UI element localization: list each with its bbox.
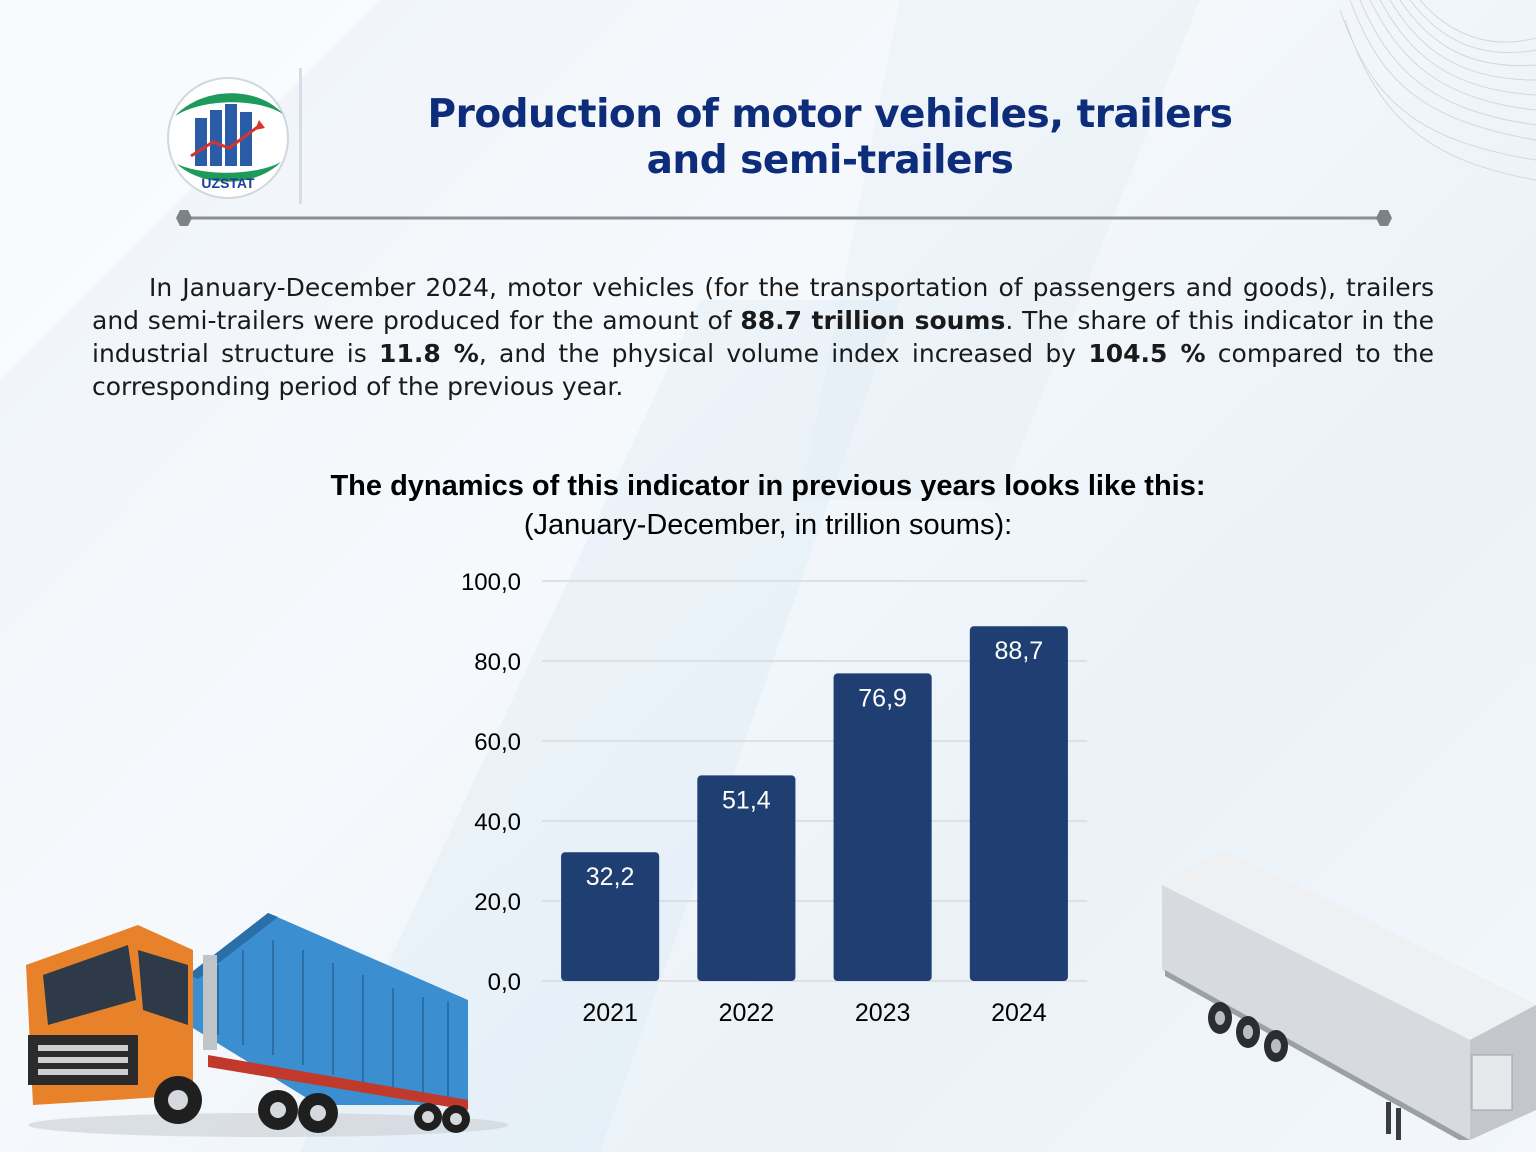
data-label-2024: 88,7 (995, 637, 1044, 665)
title-line-2: and semi-trailers (646, 138, 1014, 183)
y-tick-label: 80,0 (474, 649, 521, 676)
page-title: Production of motor vehicles, trailers a… (330, 92, 1330, 184)
y-axis-ticks: 0,0 20,0 40,0 60,0 80,0 100,0 (461, 569, 521, 996)
summary-share: 11.8 % (379, 339, 479, 368)
y-tick-label: 20,0 (474, 889, 521, 916)
title-line-1: Production of motor vehicles, trailers (427, 92, 1233, 137)
summary-index: 104.5 % (1088, 339, 1206, 368)
logo-divider (299, 68, 302, 204)
bar-2024 (969, 626, 1068, 981)
summary-text-3: , and the physical volume index increase… (478, 339, 1089, 368)
trailer-illustration (1162, 850, 1536, 1140)
y-tick-label: 0,0 (488, 969, 521, 996)
x-tick-label: 2023 (855, 999, 911, 1027)
logo-text: UZSTAT (201, 175, 255, 191)
x-tick-label: 2024 (991, 999, 1047, 1027)
x-tick-label: 2021 (582, 999, 638, 1027)
bar-2021 (561, 852, 660, 981)
y-tick-label: 100,0 (461, 569, 521, 596)
data-label-2023: 76,9 (858, 684, 907, 712)
x-tick-label: 2022 (719, 999, 775, 1027)
data-label-2021: 32,2 (586, 863, 635, 891)
summary-amount: 88.7 trillion soums (740, 306, 1006, 335)
summary-text-4: compared to the corresponding period of … (92, 339, 1434, 401)
bar-2023 (833, 673, 932, 981)
title-divider (176, 210, 1392, 226)
truck-illustration (26, 913, 508, 1137)
y-tick-label: 60,0 (474, 729, 521, 756)
y-tick-label: 40,0 (474, 809, 521, 836)
uzstat-logo: UZSTAT (167, 77, 289, 199)
chart-bars: 32,2 51,4 76,9 88,7 (561, 626, 1068, 981)
summary-text-2: . The share of this indicator in the ind… (92, 306, 1435, 368)
summary-text-1: In January-December 2024, motor vehicles… (92, 273, 1434, 335)
x-axis-ticks: 2021 2022 2023 2024 (582, 999, 1046, 1027)
chart-subtitle: (January-December, in trillion soums): (523, 509, 1013, 541)
bar-2022 (697, 775, 796, 981)
chart-title: The dynamics of this indicator in previo… (330, 470, 1206, 502)
data-label-2022: 51,4 (722, 786, 771, 814)
bar-chart: 0,0 20,0 40,0 60,0 80,0 100,0 32,2 51,4 76,9 88,… (461, 569, 1087, 1027)
summary-paragraph: In January-December 2024, motor vehicles… (92, 271, 1434, 403)
